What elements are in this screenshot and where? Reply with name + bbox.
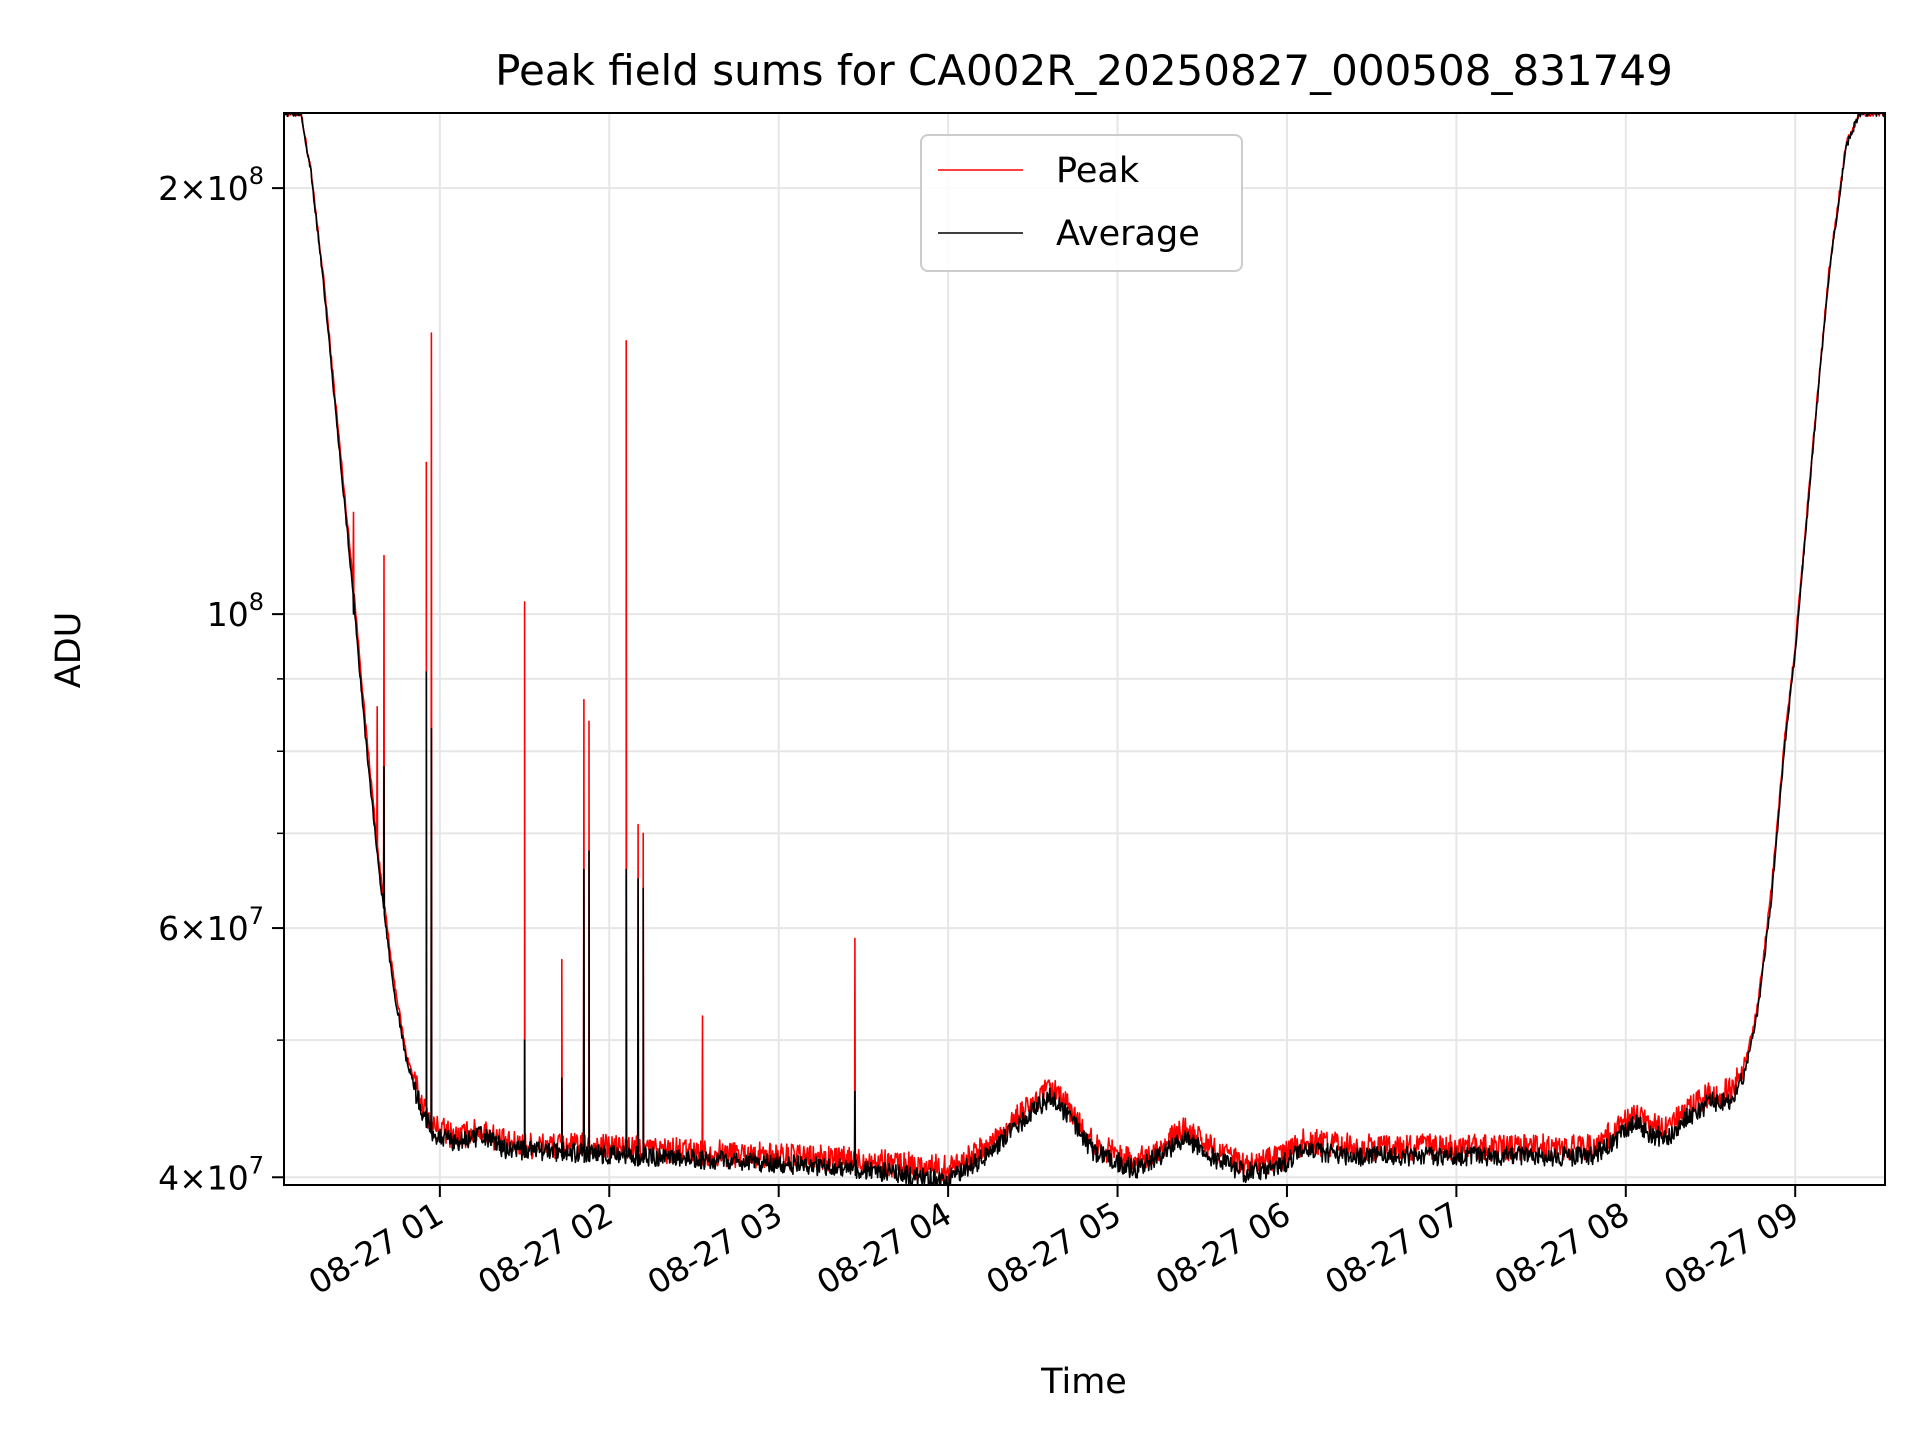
- chart-title: Peak field sums for CA002R_20250827_0005…: [495, 46, 1673, 95]
- legend-label-peak: Peak: [1056, 151, 1140, 191]
- y-tick-label-1: 6×107: [158, 902, 264, 948]
- y-tick-label-3: 2×108: [158, 162, 264, 208]
- y-tick-label-0: 4×107: [158, 1151, 264, 1197]
- series-line-peak: [284, 113, 1885, 1183]
- series-line-average: [284, 113, 1885, 1185]
- y-axis-label: ADU: [49, 612, 89, 689]
- y-tick-label-2: 108: [207, 588, 264, 634]
- legend: Peak Average: [920, 134, 1243, 272]
- series-layer: [284, 113, 1885, 1185]
- legend-box: [920, 134, 1243, 272]
- x-axis-label: Time: [1040, 1362, 1127, 1402]
- grid: [284, 113, 1885, 1185]
- plot-area-frame: [283, 112, 1886, 1186]
- legend-label-average: Average: [1056, 214, 1200, 254]
